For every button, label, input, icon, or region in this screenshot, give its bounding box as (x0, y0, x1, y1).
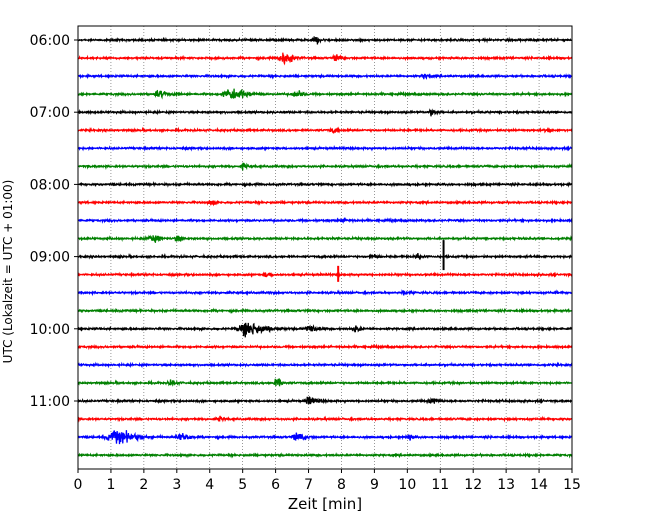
x-axis: 0 1 2 3 4 5 6 7 8 9 10 11 12 13 14 15 (74, 469, 581, 493)
trace-0715 (77, 126, 573, 134)
y-tick-label: 10:00 (30, 322, 70, 338)
trace-0645 (77, 88, 573, 100)
x-tick-label: 8 (337, 477, 346, 493)
y-tick-label: 07:00 (30, 105, 70, 121)
y-tick-label: 11:00 (30, 394, 70, 410)
y-axis-label: UTC (Lokalzeit = UTC + 01:00) (1, 180, 15, 364)
x-tick-label: 7 (304, 477, 313, 493)
trace-1100 (77, 396, 573, 405)
trace-1015 (77, 343, 573, 351)
trace-0630 (77, 72, 573, 80)
trace-0945 (77, 307, 573, 315)
trace-0730 (77, 144, 573, 152)
trace-1115 (77, 415, 573, 423)
x-tick-label: 14 (530, 477, 548, 493)
x-tick-label: 6 (271, 477, 280, 493)
x-tick-label: 11 (431, 477, 449, 493)
trace-0700 (77, 108, 573, 117)
trace-1030 (77, 361, 573, 369)
y-axis: 06:00 07:00 08:00 09:00 10:00 11:00 (30, 33, 78, 410)
trace-1145 (77, 452, 573, 459)
trace-0815 (77, 199, 573, 207)
x-tick-label: 13 (497, 477, 515, 493)
trace-0600 (77, 36, 573, 45)
y-tick-label: 08:00 (30, 177, 70, 193)
plot-frame (77, 25, 573, 470)
trace-0915 (77, 271, 573, 279)
x-tick-label: 15 (563, 477, 581, 493)
trace-0830 (77, 217, 573, 225)
x-tick-label: 12 (464, 477, 482, 493)
x-axis-label: Zeit [min] (288, 495, 362, 513)
x-tick-label: 1 (106, 477, 115, 493)
trace-0800 (77, 181, 573, 188)
y-tick-label: 09:00 (30, 250, 70, 266)
y-tick-label: 06:00 (30, 33, 70, 49)
x-tick-label: 10 (398, 477, 416, 493)
trace-0900 (77, 252, 573, 261)
x-tick-label: 9 (370, 477, 379, 493)
trace-0615 (77, 52, 573, 66)
x-tick-label: 5 (238, 477, 247, 493)
x-tick-label: 0 (74, 477, 83, 493)
x-tick-label: 2 (139, 477, 148, 493)
traces (77, 36, 573, 459)
x-grid (110, 26, 540, 469)
trace-0930 (77, 289, 573, 297)
trace-0745 (77, 162, 573, 171)
x-tick-label: 4 (205, 477, 214, 493)
trace-0845 (77, 234, 573, 243)
trace-1000 (77, 322, 573, 338)
x-tick-label: 3 (172, 477, 181, 493)
trace-1130 (77, 430, 573, 445)
trace-1045 (77, 378, 573, 387)
